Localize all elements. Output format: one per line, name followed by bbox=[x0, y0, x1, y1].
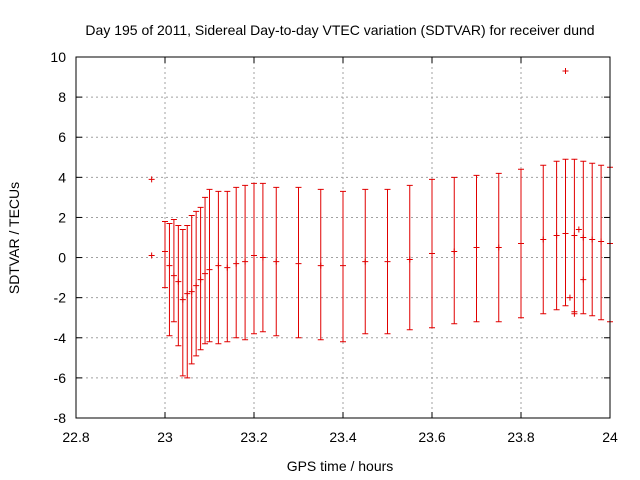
data-point bbox=[580, 234, 587, 241]
data-point bbox=[202, 270, 209, 277]
data-point bbox=[495, 244, 502, 251]
data-point bbox=[188, 288, 195, 295]
data-point bbox=[598, 238, 605, 245]
data-point bbox=[589, 236, 596, 243]
data-point bbox=[451, 248, 458, 255]
data-point bbox=[224, 264, 231, 271]
data-points bbox=[148, 68, 613, 317]
data-point bbox=[148, 252, 155, 259]
data-point bbox=[566, 294, 573, 301]
y-tick-label: 6 bbox=[58, 129, 66, 145]
x-tick-label: 23.8 bbox=[507, 429, 534, 445]
data-point bbox=[170, 272, 177, 279]
data-point bbox=[295, 260, 302, 267]
x-tick-label: 22.8 bbox=[62, 429, 89, 445]
data-point bbox=[259, 254, 266, 261]
y-tick-label: 2 bbox=[58, 209, 66, 225]
data-point bbox=[162, 248, 168, 255]
plot-frame bbox=[75, 56, 611, 419]
x-tick-label: 23.2 bbox=[240, 429, 267, 445]
error-bar bbox=[166, 222, 173, 337]
data-point bbox=[580, 276, 587, 283]
x-ticks: 22.8 23 23.2 23.4 23.6 23.8 24 bbox=[62, 57, 618, 445]
error-bar bbox=[202, 196, 209, 345]
data-point bbox=[362, 258, 369, 265]
data-point bbox=[193, 282, 200, 289]
y-tick-label: 10 bbox=[50, 49, 66, 65]
data-point bbox=[184, 290, 191, 297]
y-tick-label: 8 bbox=[58, 89, 66, 105]
y-tick-label: 4 bbox=[58, 169, 66, 185]
data-point bbox=[242, 258, 249, 265]
data-point bbox=[473, 244, 480, 251]
y-ticks: -8 -6 -4 -2 0 2 4 6 8 10 bbox=[50, 49, 610, 426]
x-tick-label: 23.4 bbox=[329, 429, 356, 445]
data-point bbox=[562, 68, 569, 75]
x-tick-label: 23 bbox=[157, 429, 173, 445]
data-point bbox=[540, 236, 547, 243]
data-point bbox=[166, 262, 173, 269]
x-axis-label: GPS time / hours bbox=[287, 458, 394, 474]
error-bar bbox=[170, 218, 177, 323]
data-point bbox=[148, 176, 155, 183]
error-bar bbox=[184, 224, 191, 379]
data-point bbox=[571, 310, 578, 317]
data-point bbox=[340, 262, 346, 269]
data-point bbox=[575, 226, 582, 233]
y-tick-label: -6 bbox=[54, 370, 67, 386]
data-point bbox=[175, 278, 182, 285]
data-point bbox=[429, 250, 435, 257]
data-point bbox=[384, 258, 391, 265]
error-bar bbox=[206, 188, 213, 343]
data-point bbox=[233, 260, 240, 267]
data-point bbox=[406, 256, 413, 263]
y-tick-label: -8 bbox=[54, 410, 67, 426]
data-point bbox=[562, 230, 569, 237]
x-tick-label: 23.6 bbox=[418, 429, 445, 445]
error-bar bbox=[162, 220, 168, 289]
error-bar bbox=[251, 182, 257, 335]
data-point bbox=[571, 232, 578, 239]
data-point bbox=[273, 258, 280, 265]
x-tick-label: 24 bbox=[602, 429, 618, 445]
error-bar bbox=[179, 228, 186, 377]
data-point bbox=[215, 262, 222, 269]
y-tick-label: -4 bbox=[54, 330, 67, 346]
data-point bbox=[317, 262, 324, 269]
data-point bbox=[251, 252, 257, 259]
data-point bbox=[553, 232, 560, 239]
y-tick-label: -2 bbox=[54, 290, 67, 306]
y-tick-label: 0 bbox=[58, 250, 66, 266]
data-point bbox=[179, 296, 186, 303]
y-axis-label: SDTVAR / TECUs bbox=[6, 182, 22, 294]
data-point bbox=[197, 276, 204, 283]
data-point bbox=[518, 240, 524, 247]
chart-title: Day 195 of 2011, Sidereal Day-to-day VTE… bbox=[85, 22, 594, 38]
error-bar bbox=[175, 224, 182, 347]
data-point bbox=[206, 266, 213, 273]
